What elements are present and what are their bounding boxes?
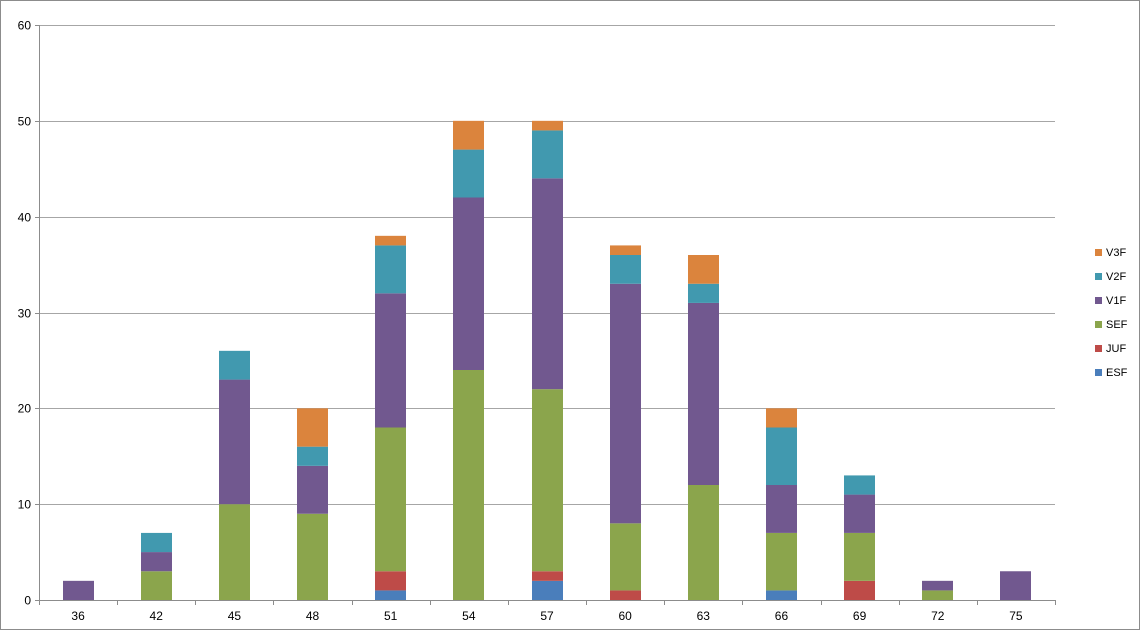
bar-segment-v1f-60 <box>610 283 641 524</box>
legend-item-v3f: V3F <box>1095 247 1126 259</box>
bar-segment-sef-45 <box>219 504 250 600</box>
bar-segment-v1f-36 <box>63 580 94 600</box>
legend-item-esf: ESF <box>1095 367 1128 379</box>
bar-segment-v1f-69 <box>844 494 875 533</box>
legend-swatch <box>1095 297 1102 304</box>
bar-segment-esf-57 <box>532 580 563 600</box>
bar-segment-juf-57 <box>532 571 563 581</box>
x-tick-label-75: 75 <box>1009 609 1023 623</box>
bar-segment-sef-57 <box>532 389 563 572</box>
bar-segment-sef-72 <box>922 590 953 600</box>
bar-segment-sef-51 <box>375 427 406 572</box>
bar-segment-v1f-72 <box>922 580 953 591</box>
y-tick-label: 40 <box>18 211 32 225</box>
x-tick-label-69: 69 <box>853 609 867 623</box>
bar-segment-v1f-45 <box>219 379 250 505</box>
bar-segment-v1f-66 <box>766 485 797 533</box>
legend: V3F V2F V1F SEF JUF ESF <box>1095 247 1128 379</box>
y-tick-labels: 0 10 20 30 40 50 60 <box>18 19 32 608</box>
bar-segment-v2f-63 <box>688 283 719 303</box>
bar-segment-v1f-42 <box>141 552 172 572</box>
bar-segment-v3f-51 <box>375 235 406 246</box>
bar-segment-v2f-57 <box>532 130 563 179</box>
bar-segment-v2f-66 <box>766 427 797 485</box>
bar-segment-sef-66 <box>766 532 797 591</box>
bar-segment-v2f-69 <box>844 475 875 495</box>
bar-segment-sef-54 <box>453 370 484 600</box>
y-tick-label: 60 <box>18 19 32 33</box>
bars <box>63 120 1031 600</box>
bar-segment-juf-51 <box>375 571 406 591</box>
y-tick-label: 0 <box>24 594 31 608</box>
bar-segment-v3f-63 <box>688 255 719 284</box>
bar-segment-v2f-51 <box>375 245 406 294</box>
legend-item-sef: SEF <box>1095 319 1128 331</box>
legend-label: V3F <box>1106 247 1126 259</box>
x-tick-label-66: 66 <box>775 609 789 623</box>
x-tick-label-60: 60 <box>618 609 632 623</box>
x-tick-label-36: 36 <box>71 609 85 623</box>
x-tick-label-72: 72 <box>931 609 945 623</box>
bar-segment-v3f-57 <box>532 120 563 131</box>
x-tick-label-54: 54 <box>462 609 476 623</box>
bar-segment-juf-69 <box>844 580 875 600</box>
legend-label: V1F <box>1106 295 1126 307</box>
bar-segment-v1f-63 <box>688 302 719 485</box>
x-tick-label-45: 45 <box>228 609 242 623</box>
legend-swatch <box>1095 249 1102 256</box>
legend-item-v2f: V2F <box>1095 271 1126 283</box>
bar-segment-sef-42 <box>141 571 172 600</box>
bar-segment-v1f-57 <box>532 178 563 390</box>
bar-segment-v3f-48 <box>297 408 328 447</box>
x-tick-label-48: 48 <box>306 609 320 623</box>
legend-item-v1f: V1F <box>1095 295 1126 307</box>
bar-segment-v1f-48 <box>297 465 328 514</box>
legend-label: V2F <box>1106 271 1126 283</box>
bar-segment-sef-60 <box>610 523 641 591</box>
bar-segment-v3f-66 <box>766 408 797 428</box>
bar-segment-v2f-60 <box>610 255 641 284</box>
x-tick-label-42: 42 <box>150 609 164 623</box>
legend-swatch <box>1095 345 1102 352</box>
legend-label: JUF <box>1106 343 1126 355</box>
y-tick-label: 20 <box>18 402 32 416</box>
y-tick-label: 30 <box>18 307 32 321</box>
bar-segment-v2f-42 <box>141 532 172 553</box>
legend-item-juf: JUF <box>1095 343 1126 355</box>
bar-segment-v2f-54 <box>453 149 484 198</box>
bar-segment-v2f-45 <box>219 350 250 380</box>
y-tick-label: 50 <box>18 115 32 129</box>
bar-segment-juf-60 <box>610 590 641 600</box>
bar-segment-esf-66 <box>766 590 797 600</box>
bar-segment-esf-51 <box>375 590 406 600</box>
bar-segment-v2f-48 <box>297 446 328 466</box>
bar-segment-v1f-75 <box>1000 571 1031 600</box>
legend-swatch <box>1095 369 1102 376</box>
legend-swatch <box>1095 273 1102 280</box>
x-tick-labels: 36 42 45 48 51 54 57 60 63 66 69 72 75 <box>71 609 1023 623</box>
x-tick-label-63: 63 <box>697 609 711 623</box>
bar-segment-sef-69 <box>844 532 875 581</box>
axes <box>35 25 1056 605</box>
bar-segment-sef-48 <box>297 513 328 600</box>
y-tick-label: 10 <box>18 498 32 512</box>
legend-label: SEF <box>1106 319 1128 331</box>
bar-segment-sef-63 <box>688 485 719 600</box>
bar-segment-v3f-54 <box>453 120 484 150</box>
bar-segment-v1f-54 <box>453 197 484 370</box>
legend-label: ESF <box>1106 367 1128 379</box>
x-tick-label-51: 51 <box>384 609 398 623</box>
bar-segment-v1f-51 <box>375 293 406 428</box>
legend-swatch <box>1095 321 1102 328</box>
bar-segment-v3f-60 <box>610 245 641 255</box>
x-tick-label-57: 57 <box>540 609 554 623</box>
